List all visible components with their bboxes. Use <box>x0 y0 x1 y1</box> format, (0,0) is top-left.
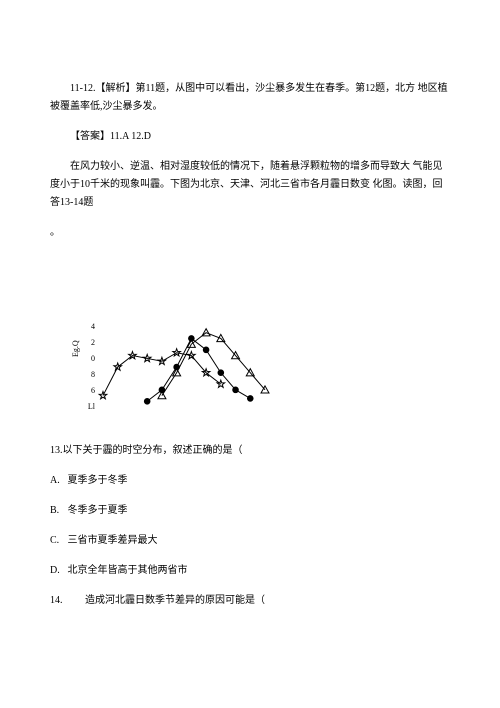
chart-svg: 4 2 0 8 6 Ll Eg.Q <box>70 302 270 432</box>
option-text-a: 夏季多于冬季 <box>68 475 128 486</box>
context-paragraph: 在风力较小、逆温、相对湿度较低的情况下，随着悬浮颗粒物的增多而导致大 气能见度小… <box>50 158 450 212</box>
q14-prefix: 14. <box>50 595 63 606</box>
q13-stem: 13.以下关于霾的时空分布，叙述正确的是（ <box>50 442 450 460</box>
analysis-paragraph: 11-12.【解析】第11题，从图中可以看出，沙尘暴多发生在春季。第12题，北方… <box>50 80 450 116</box>
svg-text:0: 0 <box>91 354 95 363</box>
svg-text:2: 2 <box>91 338 95 347</box>
q14-stem: 14. 造成河北霾日数季节差异的原因可能是（ <box>50 592 450 610</box>
option-label-c: C. <box>50 532 65 550</box>
q13-text: 以下关于霾的时空分布，叙述正确的是（ <box>63 445 243 456</box>
svg-text:4: 4 <box>91 322 95 331</box>
svg-text:8: 8 <box>91 370 95 379</box>
haze-chart: 4 2 0 8 6 Ll Eg.Q <box>70 302 450 432</box>
option-text-d: 北京全年皆高于其他两省市 <box>68 565 188 576</box>
q13-prefix: 13. <box>50 445 63 456</box>
q13-option-d: D. 北京全年皆高于其他两省市 <box>50 562 450 580</box>
svg-text:Ll: Ll <box>88 402 96 411</box>
option-text-c: 三省市夏季差异最大 <box>68 535 158 546</box>
svg-text:Eg.Q: Eg.Q <box>71 340 80 357</box>
q13-option-c: C. 三省市夏季差异最大 <box>50 532 450 550</box>
option-label-d: D. <box>50 562 65 580</box>
svg-text:6: 6 <box>91 386 95 395</box>
option-text-b: 冬季多于夏季 <box>68 505 128 516</box>
option-label-b: B. <box>50 502 65 520</box>
q13-option-b: B. 冬季多于夏季 <box>50 502 450 520</box>
answer-paragraph: 【答案】11.A 12.D <box>50 128 450 146</box>
context-text: 在风力较小、逆温、相对湿度较低的情况下，随着悬浮颗粒物的增多而导致大 气能见度小… <box>50 161 443 208</box>
period: 。 <box>50 224 450 242</box>
q13-option-a: A. 夏季多于冬季 <box>50 472 450 490</box>
q14-text: 造成河北霾日数季节差异的原因可能是（ <box>65 595 265 606</box>
option-label-a: A. <box>50 472 65 490</box>
